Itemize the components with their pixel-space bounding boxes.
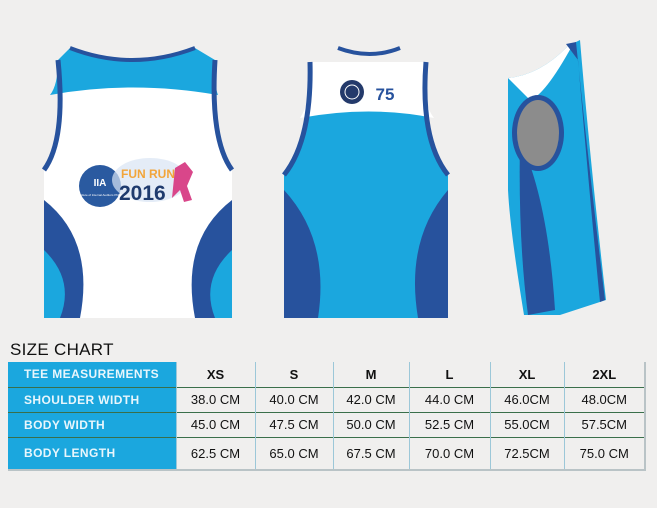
- table-row: BODY WIDTH 45.0 CM 47.5 CM 50.0 CM 52.5 …: [8, 412, 646, 437]
- iia-logo: [79, 165, 121, 207]
- row-label: BODY WIDTH: [8, 412, 176, 437]
- jersey-illustrations: IIA The Institute of Internal Auditors P…: [41, 40, 606, 318]
- svg-text:IIA: IIA: [94, 178, 107, 189]
- table-cell: 38.0 CM: [175, 387, 255, 412]
- seal-logo: [340, 80, 364, 104]
- table-cell: 62.5 CM: [175, 437, 255, 470]
- table-cell: 48.0CM: [563, 387, 646, 412]
- table-cell: 45.0 CM: [175, 412, 255, 437]
- header-cell: XS: [175, 362, 255, 387]
- header-cell: TEE MEASUREMENTS: [8, 362, 176, 387]
- header-cell: S: [254, 362, 333, 387]
- svg-text:2016: 2016: [119, 182, 166, 205]
- svg-text:FUN RUN: FUN RUN: [121, 167, 175, 181]
- table-cell: 67.5 CM: [332, 437, 409, 470]
- header-cell: L: [408, 362, 490, 387]
- runner-icon: [172, 162, 193, 202]
- table-cell: 57.5CM: [563, 412, 646, 437]
- row-label: SHOULDER WIDTH: [8, 387, 176, 412]
- size-chart-title: SIZE CHART: [10, 340, 114, 359]
- svg-text:The Institute of Internal Audi: The Institute of Internal Auditors Phili…: [71, 193, 129, 197]
- table-cell: 46.0CM: [489, 387, 564, 412]
- table-cell: 40.0 CM: [254, 387, 333, 412]
- jersey-back: 75: [282, 46, 450, 318]
- header-cell: XL: [489, 362, 564, 387]
- table-cell: 70.0 CM: [408, 437, 490, 470]
- table-cell: 72.5CM: [489, 437, 564, 470]
- table-row: SHOULDER WIDTH 38.0 CM 40.0 CM 42.0 CM 4…: [8, 387, 646, 412]
- table-cell: 44.0 CM: [408, 387, 490, 412]
- table-header-row: TEE MEASUREMENTS XS S M L XL 2XL: [8, 362, 646, 387]
- table-cell: 65.0 CM: [254, 437, 333, 470]
- table-cell: 52.5 CM: [408, 412, 490, 437]
- table-cell: 75.0 CM: [563, 437, 646, 470]
- table-cell: 55.0CM: [489, 412, 564, 437]
- size-chart-table: TEE MEASUREMENTS XS S M L XL 2XL SHOULDE…: [8, 362, 646, 471]
- table-cell: 47.5 CM: [254, 412, 333, 437]
- table-row: BODY LENGTH 62.5 CM 65.0 CM 67.5 CM 70.0…: [8, 437, 646, 470]
- jersey-side: [508, 40, 606, 315]
- header-cell: 2XL: [563, 362, 646, 387]
- table-cell: 50.0 CM: [332, 412, 409, 437]
- header-cell: M: [332, 362, 409, 387]
- row-label: BODY LENGTH: [8, 437, 176, 470]
- table-cell: 42.0 CM: [332, 387, 409, 412]
- svg-text:75: 75: [376, 85, 395, 104]
- jersey-front: IIA The Institute of Internal Auditors P…: [41, 46, 235, 318]
